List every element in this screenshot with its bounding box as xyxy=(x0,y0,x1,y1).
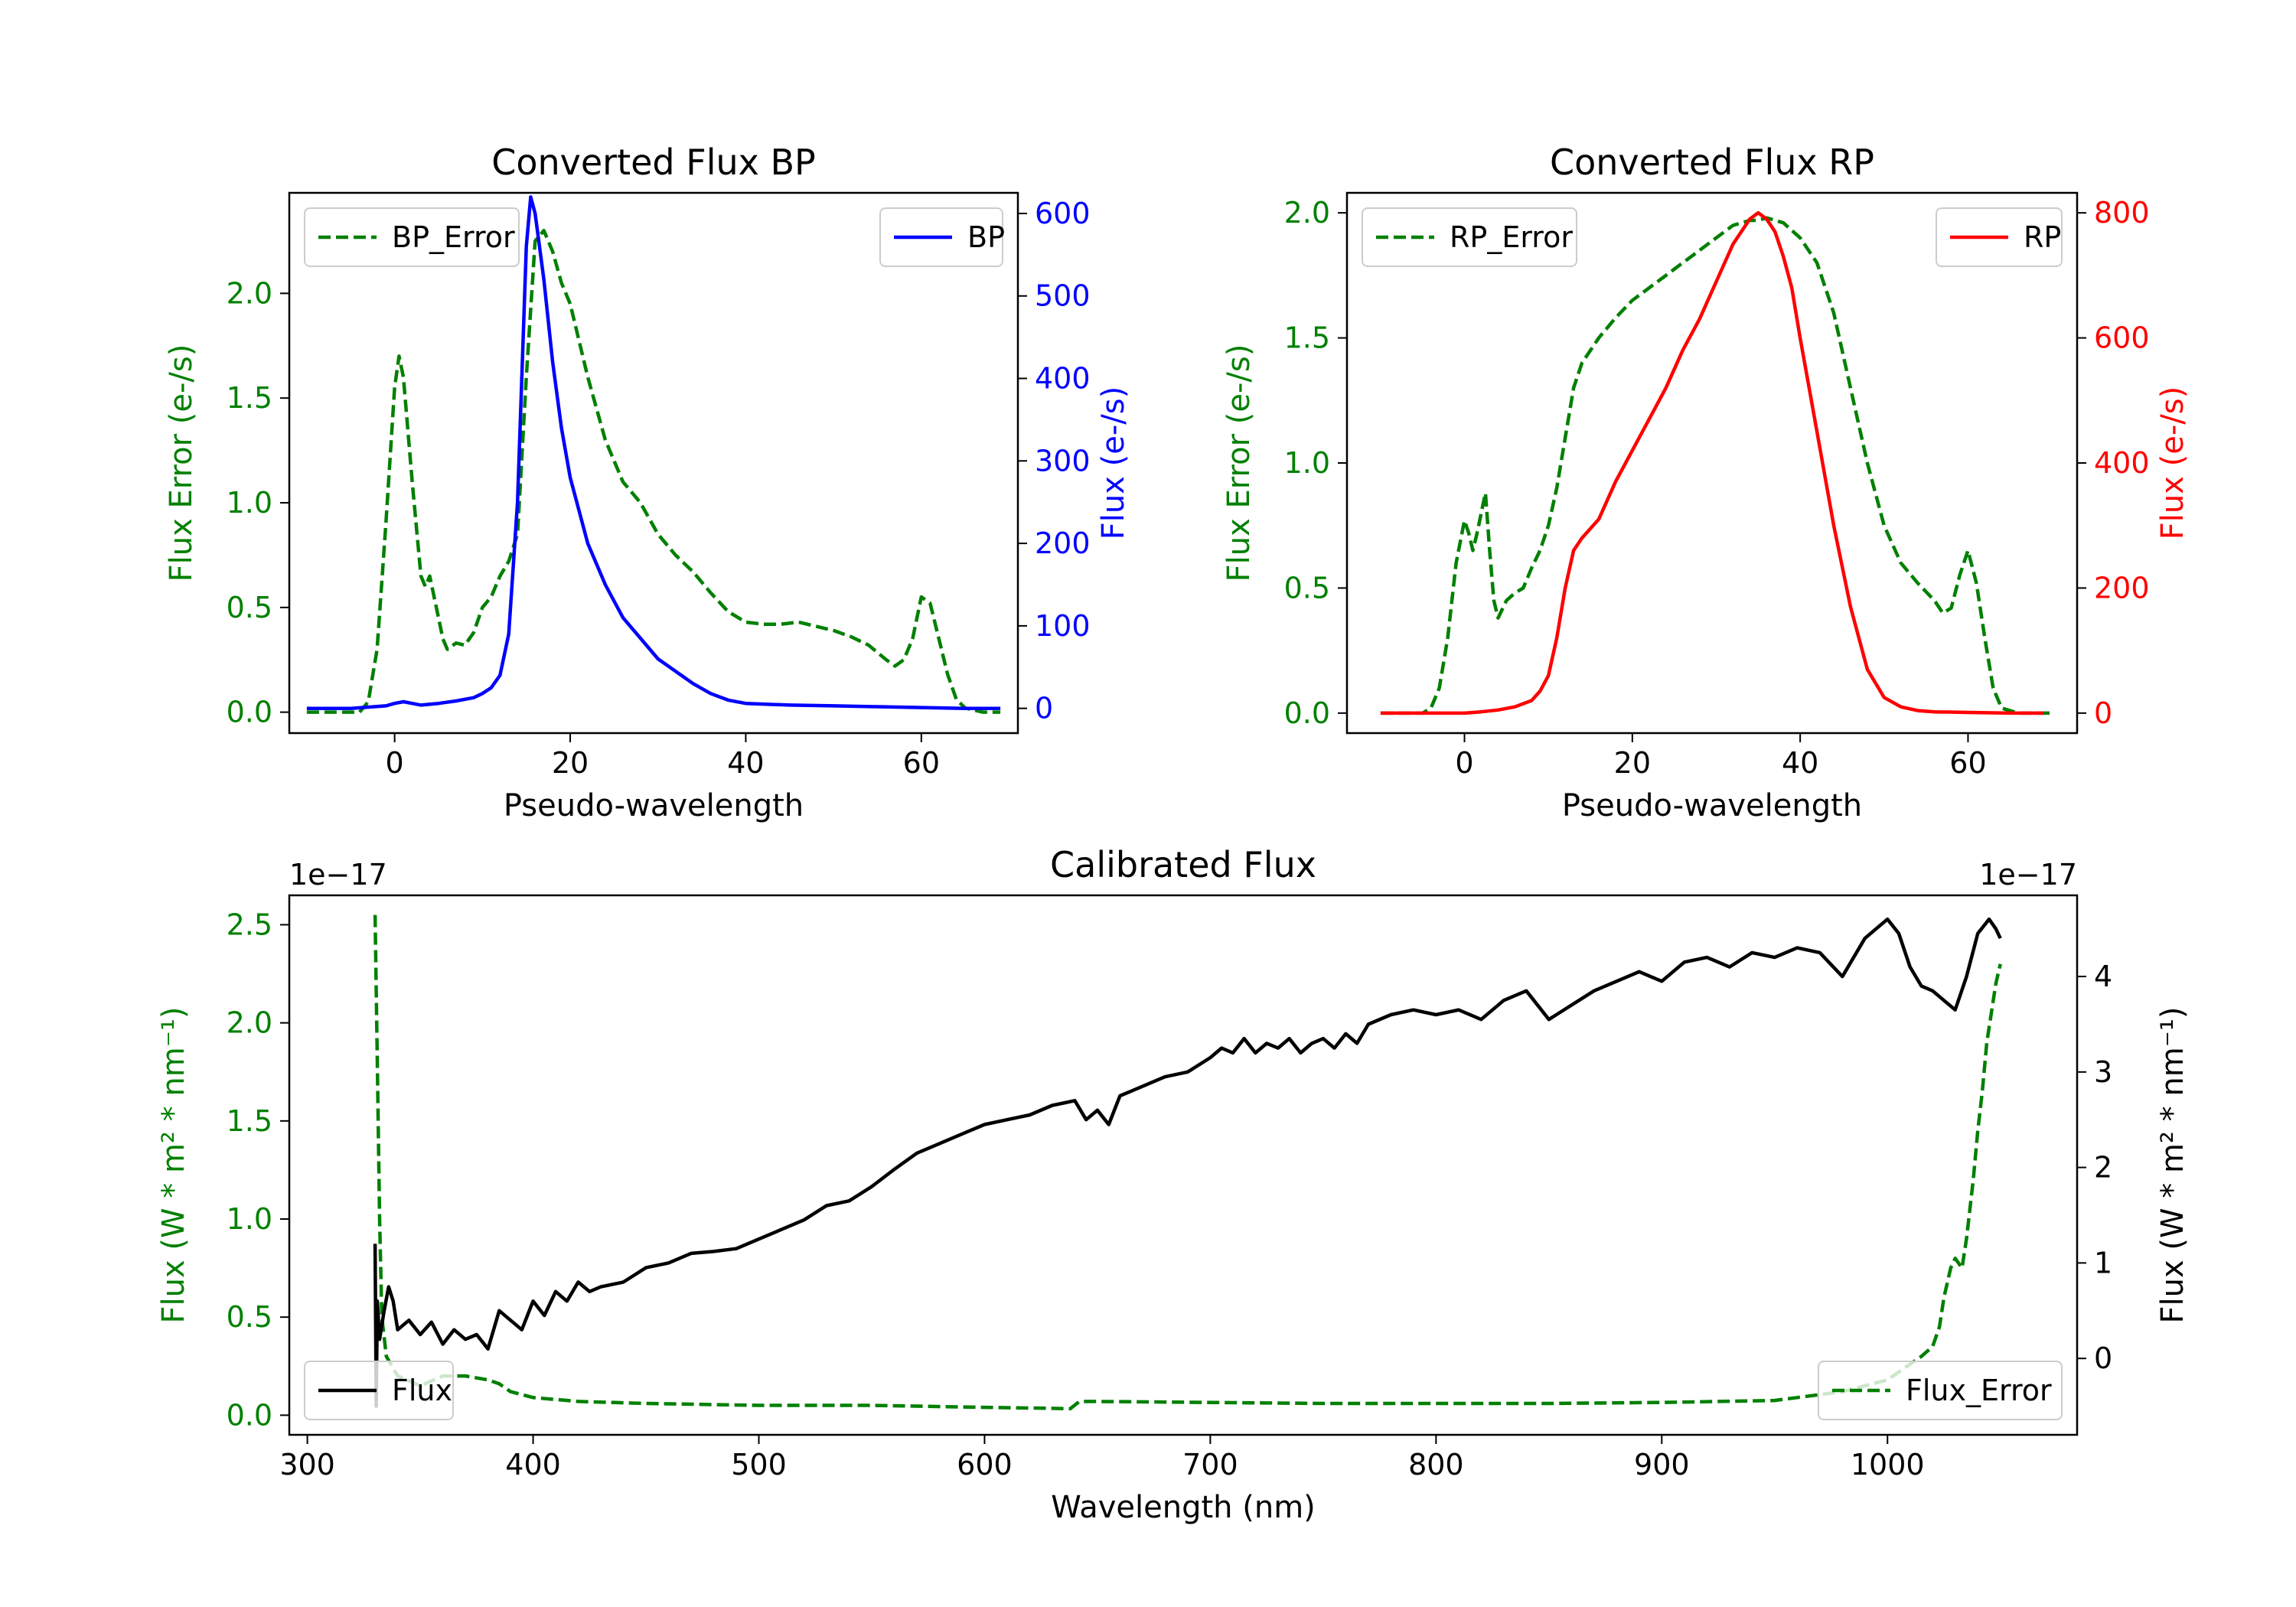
calibrated-error-line xyxy=(373,914,2002,1411)
calibrated-legend-flux-entry-box xyxy=(304,1361,454,1420)
rp-legend-flux-entry-label: RP xyxy=(2024,220,2061,254)
rp-error-line xyxy=(1380,216,2053,715)
rp-ylabel-left: Flux Error (e-/s) xyxy=(1221,344,1257,582)
bp-ylabel-right: Flux (e-/s) xyxy=(1096,386,1131,539)
rp-ytick-left-label: 0.5 xyxy=(1284,571,1330,605)
calibrated-xlabel: Wavelength (nm) xyxy=(1051,1490,1316,1525)
bp-title: Converted Flux BP xyxy=(491,142,816,183)
plots-layer: 0 20 40 600.00.51.01.52.0010020030040050060… xyxy=(156,142,2190,1525)
calibrated-offset-right: 1e−17 xyxy=(1979,858,2077,892)
rp-xtick-label: 40 xyxy=(1782,746,1818,780)
calibrated-ytick-left-label: 1.5 xyxy=(227,1104,272,1138)
calibrated-ytick-left-label: 2.5 xyxy=(227,908,272,941)
rp-legend-flux-entry: RP xyxy=(1936,207,2063,267)
bp-legend-error-entry-label: BP_Error xyxy=(392,220,515,254)
rp-ytick-left-label: 1.5 xyxy=(1284,321,1330,355)
rp-legend-error-entry: RP_Error xyxy=(1362,207,1577,267)
bp-legend-flux-entry-label: BP xyxy=(967,220,1005,254)
bp-ytick-right-label: 600 xyxy=(1035,197,1091,230)
rp-ylabel-right: Flux (e-/s) xyxy=(2155,386,2190,539)
calibrated-offset-left: 1e−17 xyxy=(289,858,387,892)
bp-ytick-left-label: 2.0 xyxy=(227,276,272,310)
bp-legend-error-entry: BP_Error xyxy=(304,207,520,267)
bp-xtick-label: 40 xyxy=(727,746,764,780)
calibrated-title: Calibrated Flux xyxy=(1050,844,1316,885)
calibrated-xtick-label: 600 xyxy=(957,1448,1013,1482)
calibrated-ytick-right-label: 3 xyxy=(2094,1055,2112,1089)
bp-legend-flux-entry: BP xyxy=(879,207,1005,267)
rp-flux-line xyxy=(1380,210,2044,715)
calibrated-chart: 300 400 500 600 700 800 900 1000 0.0 0.5 1.0 1.5 2.0… xyxy=(156,844,2190,1525)
rp-ytick-right-label: 800 xyxy=(2094,196,2150,230)
bp-xtick-label: 0 xyxy=(386,746,404,780)
rp-chart: 0 20 40 60 0.0 0.5 1.0 1.5 2.0 0 200 400 600 800 Conve… xyxy=(1221,142,2190,823)
bp-xtick-label: 20 xyxy=(552,746,589,780)
rp-legend-error-entry-label: RP_Error xyxy=(1450,220,1573,254)
rp-ytick-right-label: 0 xyxy=(2094,696,2112,730)
calibrated-ytick-right-label: 2 xyxy=(2094,1151,2112,1185)
calibrated-xtick-label: 300 xyxy=(279,1448,335,1482)
calibrated-legend-error-entry-box xyxy=(1818,1361,2063,1420)
rp-ytick-left-label: 2.0 xyxy=(1284,196,1330,230)
calibrated-flux-line xyxy=(373,917,2002,1408)
calibrated-ytick-left-label: 0.0 xyxy=(227,1398,272,1432)
bp-ytick-left-label: 0.0 xyxy=(227,696,272,729)
bp-ytick-right-label: 400 xyxy=(1035,362,1091,396)
bp-ytick-right-label: 500 xyxy=(1035,279,1091,313)
bp-ytick-right-label: 100 xyxy=(1035,609,1091,643)
rp-ytick-right-label: 200 xyxy=(2094,571,2150,605)
calibrated-legend-flux-entry-label: Flux xyxy=(392,1374,452,1407)
bp-ytick-right-label: 200 xyxy=(1035,526,1091,560)
rp-ytick-right-label: 400 xyxy=(2094,446,2150,480)
bp-ytick-right-label: 0 xyxy=(1035,692,1053,725)
calibrated-ytick-right-label: 0 xyxy=(2094,1341,2112,1375)
calibrated-ylabel-left: Flux (W * m² * nm⁻¹) xyxy=(156,1007,191,1324)
calibrated-legend-flux-entry: Flux xyxy=(304,1361,454,1420)
calibrated-legend-error-entry: Flux_Error xyxy=(1818,1361,2063,1420)
bp-legend-error-entry-box xyxy=(304,207,520,267)
bp-ytick-right-label: 300 xyxy=(1035,444,1091,478)
calibrated-ytick-left-label: 2.0 xyxy=(227,1006,272,1040)
calibrated-ytick-right-label: 4 xyxy=(2094,960,2112,993)
bp-error-line xyxy=(306,229,1001,714)
calibrated-xtick-label: 800 xyxy=(1408,1448,1464,1482)
bp-xtick-label: 60 xyxy=(903,746,940,780)
bp-xlabel: Pseudo-wavelength xyxy=(504,788,804,823)
rp-xtick-label: 20 xyxy=(1614,746,1651,780)
bp-ytick-left-label: 1.5 xyxy=(227,381,272,415)
calibrated-ytick-right-label: 1 xyxy=(2094,1246,2112,1279)
calibrated-ytick-left-label: 0.5 xyxy=(227,1300,272,1334)
calibrated-ylabel-right: Flux (W * m² * nm⁻¹) xyxy=(2155,1007,2190,1324)
rp-ytick-right-label: 600 xyxy=(2094,321,2150,355)
calibrated-xtick-label: 900 xyxy=(1634,1448,1690,1482)
calibrated-xtick-label: 500 xyxy=(731,1448,787,1482)
rp-xtick-label: 0 xyxy=(1455,746,1473,780)
bp-ylabel-left: Flux Error (e-/s) xyxy=(164,344,199,582)
rp-xtick-label: 60 xyxy=(1949,746,1986,780)
bp-ytick-left-label: 1.0 xyxy=(227,486,272,520)
calibrated-ytick-left-label: 1.0 xyxy=(227,1202,272,1236)
calibrated-legend-error-entry-label: Flux_Error xyxy=(1906,1374,2052,1407)
rp-title: Converted Flux RP xyxy=(1550,142,1874,183)
calibrated-axes-frame xyxy=(288,894,2079,1436)
rp-ytick-left-label: 1.0 xyxy=(1284,446,1330,480)
rp-legend-error-entry-box xyxy=(1362,207,1577,267)
bp-flux-line xyxy=(306,195,1001,710)
bp-ytick-left-label: 0.5 xyxy=(227,591,272,624)
bp-chart: 0 20 40 60 0.0 0.5 1.0 1.5 2.0 0 100 200 300 400 500 60… xyxy=(164,142,1131,823)
calibrated-xtick-label: 400 xyxy=(505,1448,561,1482)
calibrated-xtick-label: 700 xyxy=(1182,1448,1238,1482)
calibrated-xtick-label: 1000 xyxy=(1851,1448,1925,1482)
rp-xlabel: Pseudo-wavelength xyxy=(1562,788,1862,823)
bp-axes-frame xyxy=(288,191,1019,735)
rp-ytick-left-label: 0.0 xyxy=(1284,696,1330,730)
